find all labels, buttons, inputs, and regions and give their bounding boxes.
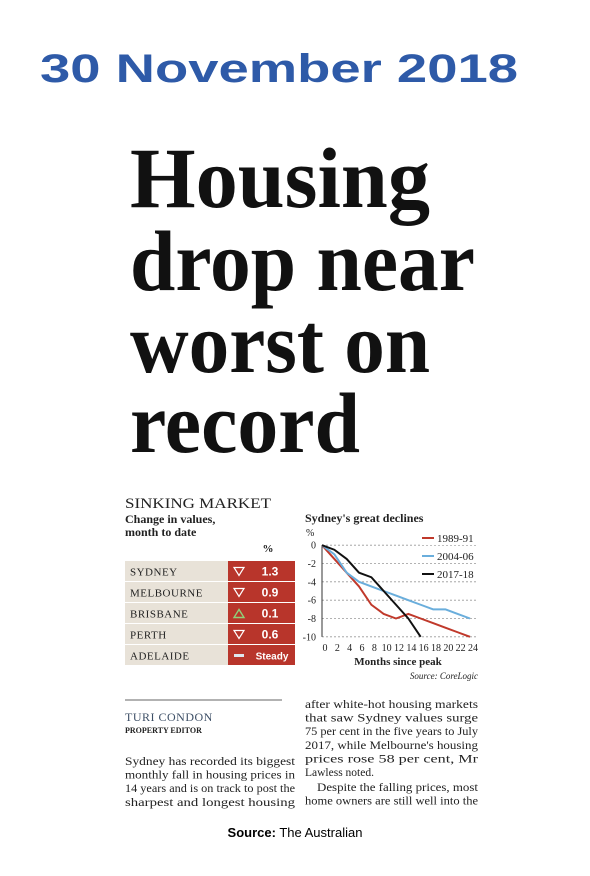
row-name-cell — [125, 582, 228, 602]
up-icon — [232, 608, 246, 619]
y-tick-label: -2 — [308, 559, 316, 570]
legend-bg — [420, 567, 480, 581]
y-tick-label: -4 — [308, 577, 316, 588]
legend-bg — [420, 531, 480, 545]
row-name: BRISBANE — [130, 609, 188, 621]
article: TURI CONDON PROPERTY EDITOR Sydney has rec… — [125, 699, 479, 809]
row-value-cell — [228, 645, 295, 665]
article-line: 75 per cent in the five years to July — [305, 726, 478, 738]
row-name-cell — [125, 624, 228, 644]
row-value: 1.3 — [262, 565, 279, 579]
x-tick-label: 10 — [382, 643, 392, 654]
x-tick-label: 4 — [347, 643, 352, 654]
headline-line: Housing — [130, 130, 430, 226]
article-line: after white-hot housing markets — [305, 699, 479, 711]
article-line: monthly fall in housing prices in — [125, 770, 295, 782]
source-text: The Australian — [279, 825, 362, 840]
row-name-cell — [125, 603, 228, 623]
article-line: home owners are still well into the — [305, 796, 478, 808]
headline-line: drop near — [130, 213, 475, 309]
headline-line: record — [130, 375, 360, 471]
row-name: PERTH — [130, 630, 167, 642]
headline-line: worst on — [130, 295, 430, 391]
row-value-cell — [228, 582, 295, 602]
y-axis-label: % — [306, 528, 314, 539]
article-line: that saw Sydney values surge — [305, 713, 478, 725]
x-tick-label: 6 — [360, 643, 365, 654]
legend-label: 1989-91 — [437, 533, 474, 545]
down-icon — [232, 587, 246, 598]
x-tick-label: 24 — [468, 643, 478, 654]
source-line: Source: The Australian — [228, 825, 363, 840]
article-line: prices rose 58 per cent, Mr — [305, 753, 478, 765]
date: 30 November 2018 — [40, 47, 518, 91]
down-icon — [232, 629, 246, 640]
byline: TURI CONDON — [125, 710, 213, 724]
x-tick-label: 16 — [419, 643, 429, 654]
x-axis-label: Months since peak — [354, 656, 442, 668]
source-label: Source: — [228, 825, 276, 840]
chart-title: Sydney's great declines — [305, 511, 424, 525]
article-line: Despite the falling prices, most — [317, 782, 479, 794]
row-value-cell — [228, 561, 295, 581]
y-tick-label: -6 — [308, 596, 316, 607]
table-title: SINKING MARKET — [125, 496, 271, 512]
article-line: Sydney has recorded its biggest — [125, 756, 296, 768]
legend-bg — [420, 549, 480, 563]
steady-icon — [234, 654, 244, 657]
row-value: 0.1 — [262, 607, 279, 621]
row-value: Steady — [256, 652, 289, 663]
x-tick-label: 12 — [394, 643, 404, 654]
role: PROPERTY EDITOR — [125, 726, 202, 735]
x-tick-label: 2 — [335, 643, 340, 654]
row-value: 0.9 — [262, 586, 279, 600]
article-line: sharpest and longest housing — [125, 797, 295, 809]
x-tick-label: 20 — [443, 643, 453, 654]
series-line — [321, 544, 422, 638]
x-tick-label: 8 — [372, 643, 377, 654]
x-tick-label: 22 — [456, 643, 466, 654]
down-icon — [232, 566, 246, 577]
series-line — [321, 544, 471, 620]
chart: Sydney's great declines%0-2-4-6-8-100 2 4 6… — [303, 511, 480, 681]
legend-label: 2017-18 — [437, 569, 474, 581]
table-subtitle: month to date — [125, 525, 197, 539]
article-line: 2017, while Melbourne's housing — [305, 740, 478, 752]
row-value-cell — [228, 624, 295, 644]
article-line: Lawless noted. — [305, 767, 374, 779]
table-subtitle: Change in values, — [125, 512, 215, 526]
row-name-cell — [125, 645, 228, 665]
y-tick-label: -10 — [303, 632, 316, 643]
chart-source: Source: CoreLogic — [410, 671, 478, 681]
y-tick-label: -8 — [308, 614, 316, 625]
x-tick-label: 14 — [406, 643, 416, 654]
x-tick-label: 0 — [323, 643, 328, 654]
row-name: SYDNEY — [130, 567, 178, 579]
legend-label: 2004-06 — [437, 551, 474, 563]
table-unit: % — [263, 543, 274, 555]
article-line: 14 years and is on track to post the — [125, 783, 295, 795]
row-value: 0.6 — [262, 628, 279, 642]
y-tick-label: 0 — [311, 541, 316, 552]
row-name: MELBOURNE — [130, 588, 203, 600]
x-tick-label: 18 — [431, 643, 441, 654]
row-name-cell — [125, 561, 228, 581]
row-name: ADELAIDE — [130, 651, 190, 663]
